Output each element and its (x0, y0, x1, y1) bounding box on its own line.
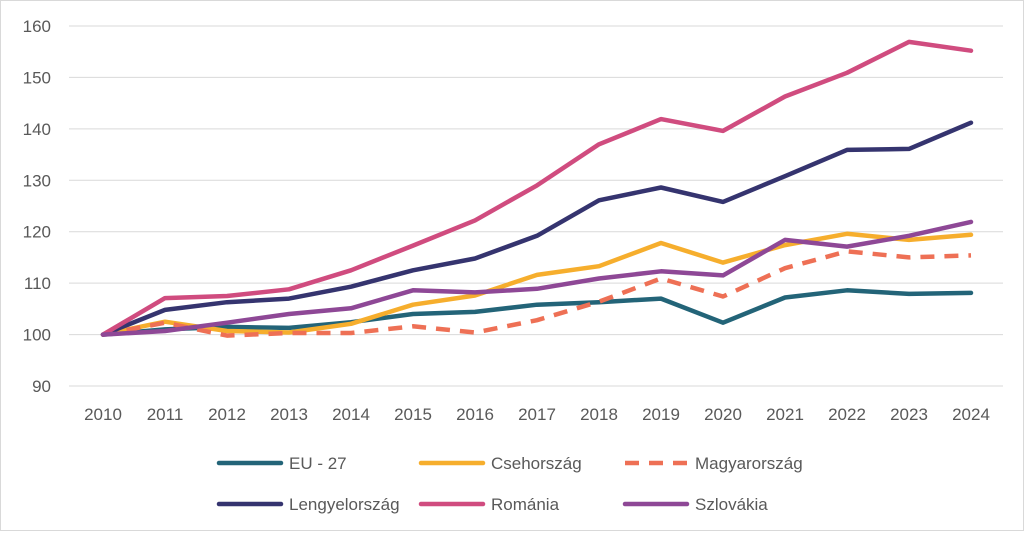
y-axis-ticks: 90 100 110 120 130 140 150 160 (23, 17, 51, 396)
x-tick-label: 2011 (147, 405, 184, 424)
x-tick-label: 2024 (952, 405, 990, 424)
y-tick-label: 160 (23, 17, 51, 36)
x-tick-label: 2020 (704, 405, 742, 424)
y-tick-label: 140 (23, 120, 51, 139)
x-tick-label: 2014 (332, 405, 370, 424)
legend: EU - 27 Csehország Magyarország Lengyelorsz… (216, 454, 803, 514)
series-line-6 (100, 219, 974, 337)
y-tick-label: 90 (32, 377, 51, 396)
x-tick-label: 2019 (642, 405, 680, 424)
y-tick-label: 100 (23, 326, 51, 345)
y-tick-label: 130 (23, 171, 51, 190)
series-line-1 (100, 288, 974, 337)
x-tick-label: 2010 (84, 405, 122, 424)
x-axis-ticks: 2010 2011 2012 2013 2014 2015 2016 2017 2018 2019… (84, 405, 990, 424)
x-tick-label: 2023 (890, 405, 928, 424)
y-tick-label: 150 (23, 68, 51, 87)
series-line-4 (100, 120, 974, 337)
series-line-2 (100, 231, 974, 337)
legend-label: Szlovákia (695, 495, 768, 514)
legend-label: Csehország (491, 454, 582, 473)
series-line-3 (102, 249, 972, 338)
legend-label: Magyarország (695, 454, 803, 473)
x-tick-label: 2022 (828, 405, 866, 424)
x-tick-label: 2015 (394, 405, 432, 424)
legend-label: Lengyelország (289, 495, 400, 514)
x-tick-label: 2017 (518, 405, 556, 424)
x-tick-label: 2016 (456, 405, 494, 424)
x-tick-label: 2012 (208, 405, 246, 424)
x-tick-label: 2013 (270, 405, 308, 424)
legend-label: EU - 27 (289, 454, 347, 473)
y-tick-label: 120 (23, 223, 51, 242)
y-tick-label: 110 (24, 274, 51, 293)
x-tick-label: 2018 (580, 405, 618, 424)
legend-label: Románia (491, 495, 560, 514)
x-tick-label: 2021 (766, 405, 804, 424)
series-lines (100, 39, 974, 338)
series-line-5 (100, 39, 974, 337)
